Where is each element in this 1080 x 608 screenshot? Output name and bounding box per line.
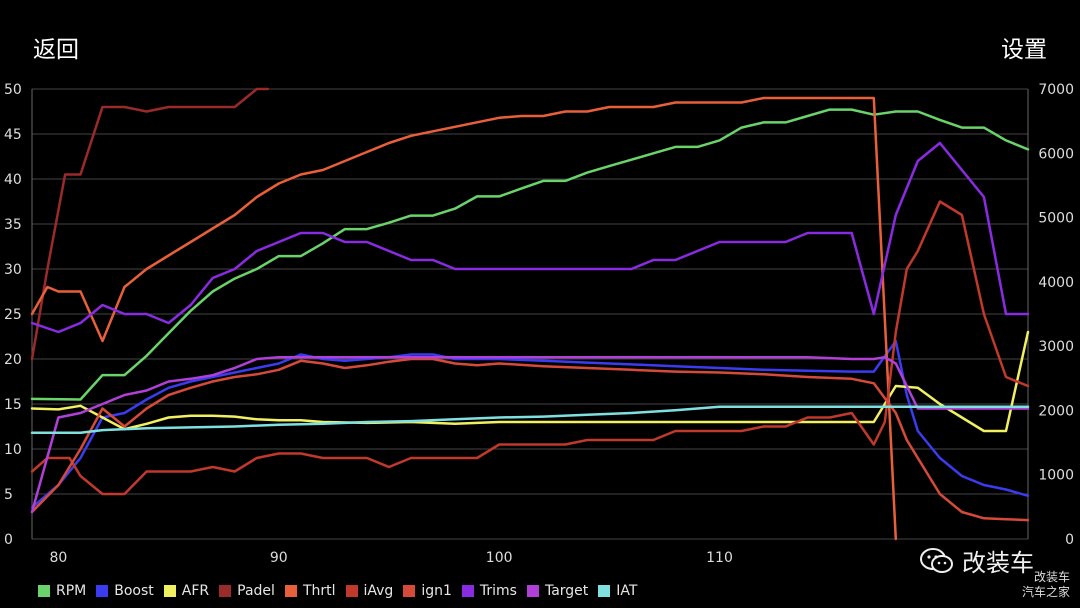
legend-label: Padel <box>237 583 275 599</box>
y-right-tick-label: 3000 <box>1038 339 1074 355</box>
legend-swatch <box>461 585 474 597</box>
y-left-tick-label: 20 <box>4 352 22 368</box>
legend-item-rpm: RPM <box>38 583 86 599</box>
y-left-tick-label: 10 <box>4 442 22 458</box>
y-right-tick-label: 1000 <box>1038 468 1074 484</box>
settings-button[interactable]: 设置 <box>1001 37 1047 63</box>
legend-item-padel: Padel <box>219 583 275 599</box>
wechat-account-name: 改装车 <box>962 549 1034 577</box>
series-line-rpm <box>30 108 1030 401</box>
watermark-line-1: 改装车 <box>1033 570 1070 584</box>
y-right-tick-label: 6000 <box>1038 146 1074 162</box>
legend-item-target: Target <box>526 583 589 599</box>
series-line-iavg <box>30 200 1030 496</box>
legend-label: ign1 <box>421 583 452 599</box>
y-left-tick-label: 5 <box>4 487 13 503</box>
y-right-tick-label: 7000 <box>1038 82 1074 98</box>
legend-swatch <box>38 585 50 597</box>
legend-label: Thrtl <box>302 583 336 599</box>
y-right-tick-label: 5000 <box>1038 211 1074 227</box>
y-left-tick-label: 15 <box>4 397 22 413</box>
top-bar: 返回 设置 <box>0 0 1080 80</box>
legend-item-iavg: iAvg <box>345 583 394 599</box>
series-line-trims <box>30 141 1030 334</box>
legend-swatch <box>403 585 416 597</box>
legend-label: AFR <box>181 583 210 599</box>
wechat-icon <box>920 547 953 573</box>
back-button[interactable]: 返回 <box>33 37 79 63</box>
legend-swatch <box>163 585 176 597</box>
series-line-target <box>30 355 1030 514</box>
legend-item-iat: IAT <box>598 583 637 599</box>
legend-item-boost: Boost <box>96 583 154 599</box>
x-tick-label: 110 <box>706 550 733 566</box>
legend-item-thrtl: Thrtl <box>284 583 336 599</box>
y-right-tick-label: 0 <box>1065 532 1074 548</box>
series-line-iat <box>30 405 1030 435</box>
y-right-tick-label: 2000 <box>1038 403 1074 419</box>
x-tick-label: 80 <box>50 550 68 566</box>
y-left-tick-label: 50 <box>4 82 22 98</box>
legend-swatch <box>598 585 611 597</box>
site-watermark: 改装车 汽车之家 <box>1022 570 1070 600</box>
series-line-ign1 <box>30 357 1030 522</box>
legend-label: Trims <box>479 583 517 599</box>
legend-label: RPM <box>56 583 87 599</box>
y-left-tick-label: 35 <box>4 217 22 233</box>
series-line-thrtl <box>30 96 898 541</box>
y-left-tick-label: 0 <box>4 532 13 548</box>
legend-item-trims: Trims <box>461 583 517 599</box>
legend-label: Boost <box>114 583 154 599</box>
legend-swatch <box>284 585 297 597</box>
y-right-tick-label: 4000 <box>1038 275 1074 291</box>
x-tick-label: 90 <box>270 550 288 566</box>
legend-item-ign1: ign1 <box>403 583 452 599</box>
legend-swatch <box>219 585 232 597</box>
legend-swatch <box>345 585 358 597</box>
legend-swatch <box>96 585 109 597</box>
watermark-line-2: 汽车之家 <box>1021 585 1070 599</box>
y-left-tick-label: 25 <box>4 307 22 323</box>
y-left-tick-label: 30 <box>4 262 22 278</box>
wechat-watermark: 改装车 <box>920 543 1034 578</box>
legend-label: Target <box>544 583 589 599</box>
legend-swatch <box>526 585 539 597</box>
legend-item-afr: AFR <box>163 583 210 599</box>
x-tick-label: 100 <box>486 550 513 566</box>
chart-legend: RPM Boost AFR Padel Thrtl iAvg ign1 Trims Target… <box>38 580 647 602</box>
series-line-padel <box>30 87 270 361</box>
y-left-tick-label: 45 <box>4 127 22 143</box>
legend-label: iAvg <box>363 583 394 599</box>
y-left-tick-label: 40 <box>4 172 22 188</box>
legend-label: IAT <box>616 583 638 599</box>
